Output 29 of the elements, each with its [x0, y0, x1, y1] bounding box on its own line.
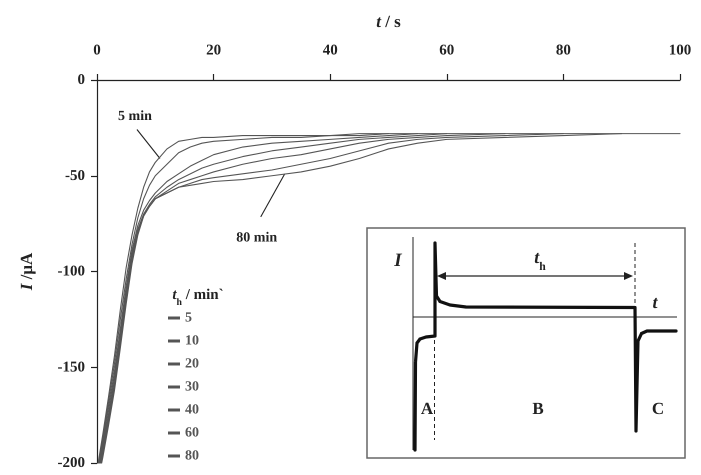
legend-label: 80 — [185, 448, 199, 464]
annotation: 5 min — [118, 109, 152, 124]
legend-label: 10 — [185, 334, 199, 348]
x-tick-label: 20 — [206, 42, 222, 58]
x-tick-label: 60 — [439, 42, 454, 58]
annotation: 80 min — [236, 230, 278, 246]
x-tick-label: 40 — [322, 42, 338, 58]
annotation: t$_{h}$ — [534, 247, 546, 272]
legend-title: t$_{h}$ / min` — [172, 287, 224, 308]
y-tick-label: -150 — [58, 359, 85, 376]
x-tick-label: 0 — [93, 42, 101, 58]
y-tick-label: -100 — [58, 264, 85, 280]
annotation: A — [420, 399, 434, 418]
x-tick-label: 80 — [556, 42, 571, 58]
legend-label: 30 — [185, 380, 199, 394]
annotation: t — [652, 292, 658, 312]
legend-label: 40 — [185, 402, 199, 418]
y-tick-label: -200 — [58, 455, 85, 471]
annotation: I — [393, 250, 402, 271]
x-tick-label: 100 — [668, 42, 692, 58]
annotation: B — [532, 399, 544, 418]
annotation: C — [652, 399, 664, 418]
y-tick-label: -50 — [65, 168, 85, 184]
x-axis-title: t / s — [376, 12, 402, 31]
legend-label: 5 — [185, 310, 192, 326]
y-axis-title: I /μA — [17, 252, 36, 292]
legend-label: 20 — [185, 356, 199, 372]
y-tick-label: 0 — [78, 72, 85, 88]
legend-label: 60 — [185, 426, 199, 440]
